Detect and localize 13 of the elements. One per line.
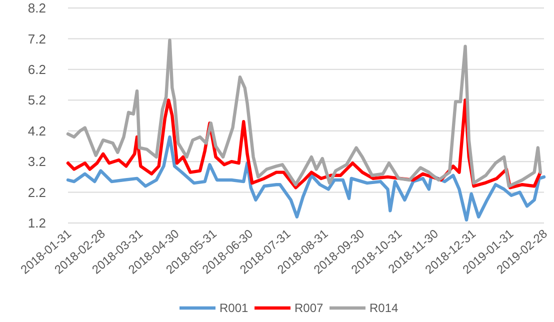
y-tick-label: 2.2 xyxy=(28,184,46,200)
legend-label: R007 xyxy=(294,301,324,316)
y-tick-label: 6.2 xyxy=(28,62,46,77)
legend-label: R014 xyxy=(370,301,399,316)
line-series xyxy=(66,38,542,188)
y-tick-label: 5.2 xyxy=(28,92,46,108)
line-series xyxy=(66,135,546,222)
y-tick-label: 4.2 xyxy=(28,123,46,138)
y-tick-label: 8.2 xyxy=(28,0,46,16)
y-tick-label: 7.2 xyxy=(28,31,46,46)
y-tick-label: 1.2 xyxy=(28,216,46,231)
y-tick-label: 3.2 xyxy=(28,154,46,170)
legend-label: R001 xyxy=(220,301,249,316)
